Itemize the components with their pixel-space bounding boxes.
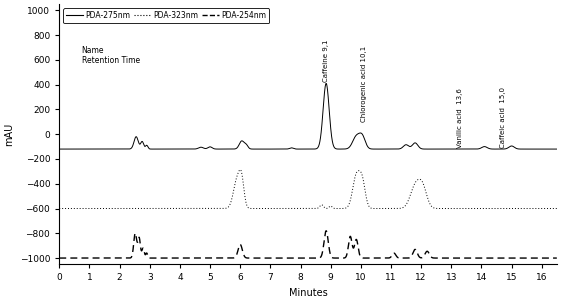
Text: Caffeic acid  15,0: Caffeic acid 15,0: [499, 88, 505, 149]
Legend: PDA-275nm, PDA-323nm, PDA-254nm: PDA-275nm, PDA-323nm, PDA-254nm: [63, 8, 269, 23]
Y-axis label: mAU: mAU: [4, 123, 14, 146]
Text: Name
Retention Time: Name Retention Time: [82, 46, 140, 65]
Text: Vanilic acid  13,6: Vanilic acid 13,6: [457, 88, 463, 149]
X-axis label: Minutes: Minutes: [289, 288, 328, 298]
Text: Caffeine 9,1: Caffeine 9,1: [323, 40, 329, 82]
Text: Chlorogenic acid 10,1: Chlorogenic acid 10,1: [361, 46, 367, 122]
